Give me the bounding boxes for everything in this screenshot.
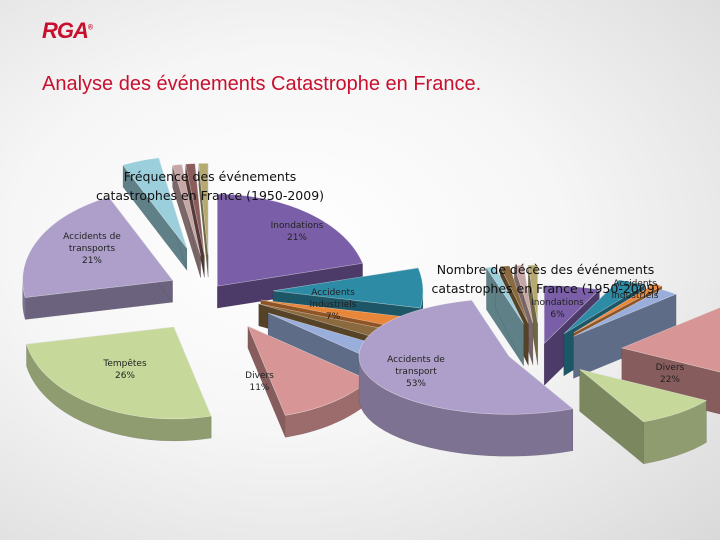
page-title: Analyse des événements Catastrophe en Fr…	[42, 73, 482, 95]
chart-1-label-tempetes: Tempêtes 26%	[103, 359, 147, 381]
pie-1-slice-8	[122, 157, 188, 249]
pie-2-slice-7	[485, 266, 524, 324]
chart-2-label-accidents-transport: Accidents de transport 53%	[387, 355, 445, 389]
chart-2-label-inondations: Inondations 6%	[531, 298, 584, 320]
pie-2-slice-6-accidents-de-transport	[358, 299, 574, 415]
chart-1-label-accidents-industriels: Accidents Industriels 7%	[309, 288, 357, 322]
pie-1-slice-0-inondations	[217, 193, 364, 287]
pie-1-slice-7-accidents-de-transports	[22, 196, 174, 298]
pie-chart-2	[358, 264, 720, 465]
pie-2-slice-4-divers	[620, 307, 720, 373]
pie-2-slice-10	[527, 264, 538, 324]
pie-1-slice-10	[185, 163, 205, 256]
chart-2-label-divers: Divers 22%	[655, 363, 685, 385]
pie-2-slice-5	[579, 369, 708, 423]
pie-2-slice-9	[513, 264, 534, 324]
pie-2-slice-0-inondations	[543, 285, 601, 345]
pie-1-slice-6-tempêtes	[26, 326, 212, 420]
chart-2-title: Nombre de décès des événements catastrop…	[431, 262, 660, 296]
rga-logo: RGA®	[42, 18, 93, 43]
chart-1-title: Fréquence des événements catastrophes en…	[95, 169, 325, 203]
pie-2-slice-8	[499, 265, 529, 324]
chart-2-label-accidents-industriels: Accidents Industriels	[611, 279, 659, 301]
pie-1-slice-9	[172, 164, 201, 256]
chart-1-label-divers: Divers 11%	[245, 371, 274, 393]
pie-2-slice-3	[573, 289, 677, 337]
chart-1-label-inondations: Inondations 21%	[270, 221, 324, 243]
pie-1-slice-11	[198, 162, 209, 256]
pie-2-slice-1-accidents-industriels	[563, 279, 645, 335]
pie-2-slice-2	[573, 283, 663, 334]
pie-1-slice-1-accidents-industriels	[272, 267, 424, 309]
chart-1-label-accidents-transports: Accidents de transports 21%	[63, 232, 121, 266]
